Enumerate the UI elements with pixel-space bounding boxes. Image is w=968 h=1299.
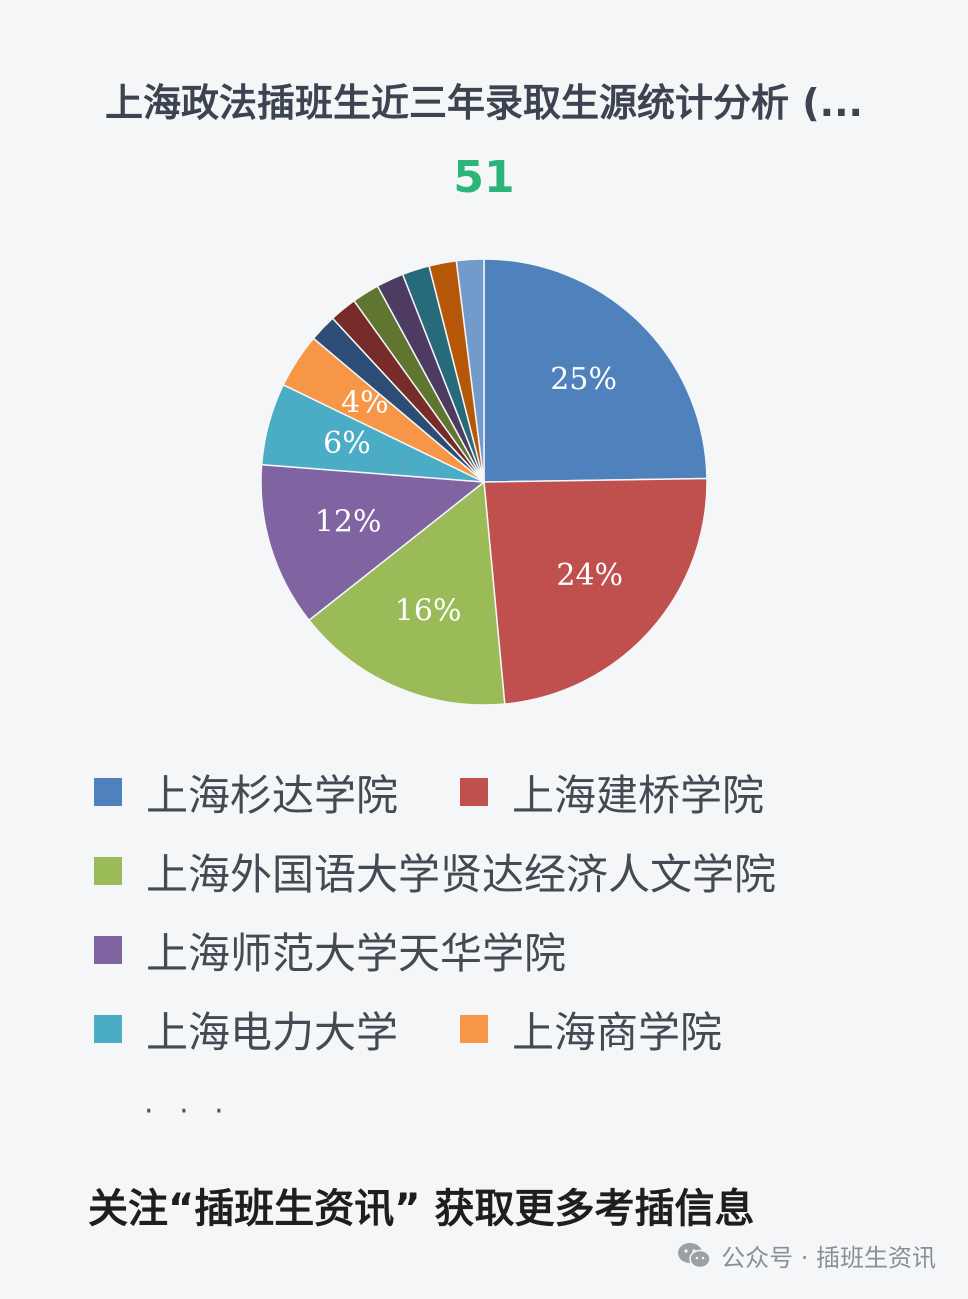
legend-more-indicator: · · · [144,1094,232,1129]
legend-swatch [94,1015,122,1043]
legend-label: 上海杉达学院 [146,770,399,820]
pie-slice-12 [455,258,485,483]
slice-label-2: 16% [395,594,462,629]
pie-slice-2 [307,480,506,706]
legend-item-xianda: 上海外国语大学贤达经济人文学院 [94,841,776,901]
legend-swatch [460,1015,488,1043]
slice-label-1: 24% [556,558,623,593]
slice-label-4: 6% [323,426,371,461]
legend-item-shangxue: 上海商学院 [460,999,722,1059]
chart-title: 上海政法插班生近三年录取生源统计分析 (... [105,81,863,125]
watermark-text: 公众号 · 插班生资讯 [721,1244,936,1272]
wechat-icon [678,1242,711,1268]
slice-label-3: 12% [315,504,382,539]
legend-label: 上海电力大学 [146,1007,399,1057]
pie-slice-3 [260,463,486,622]
footer-note: 关注“插班生资讯” 获取更多考插信息 [88,1186,755,1232]
legend-swatch [94,857,122,885]
legend-label: 上海师范大学天华学院 [146,928,567,978]
legend-item-tianhua: 上海师范大学天华学院 [94,920,566,980]
legend-label: 上海外国语大学贤达经济人文学院 [146,849,777,899]
legend-swatch [94,936,122,964]
legend-label: 上海建桥学院 [512,770,765,820]
slice-label-0: 25% [550,362,617,397]
legend-swatch [94,778,122,806]
watermark: 公众号 · 插班生资讯 [677,1238,936,1273]
legend-item-jianqiao: 上海建桥学院 [460,762,764,822]
pie-chart: 25%24%16%12%6%4% [260,258,708,706]
pie-slice-0 [483,258,708,483]
chart-subtitle: 51 [453,152,515,203]
pie-slice-1 [483,477,708,705]
legend-item-shanda: 上海杉达学院 [94,762,398,822]
legend-label: 上海商学院 [512,1007,723,1057]
legend-swatch [460,778,488,806]
legend-item-dianli: 上海电力大学 [94,999,398,1059]
